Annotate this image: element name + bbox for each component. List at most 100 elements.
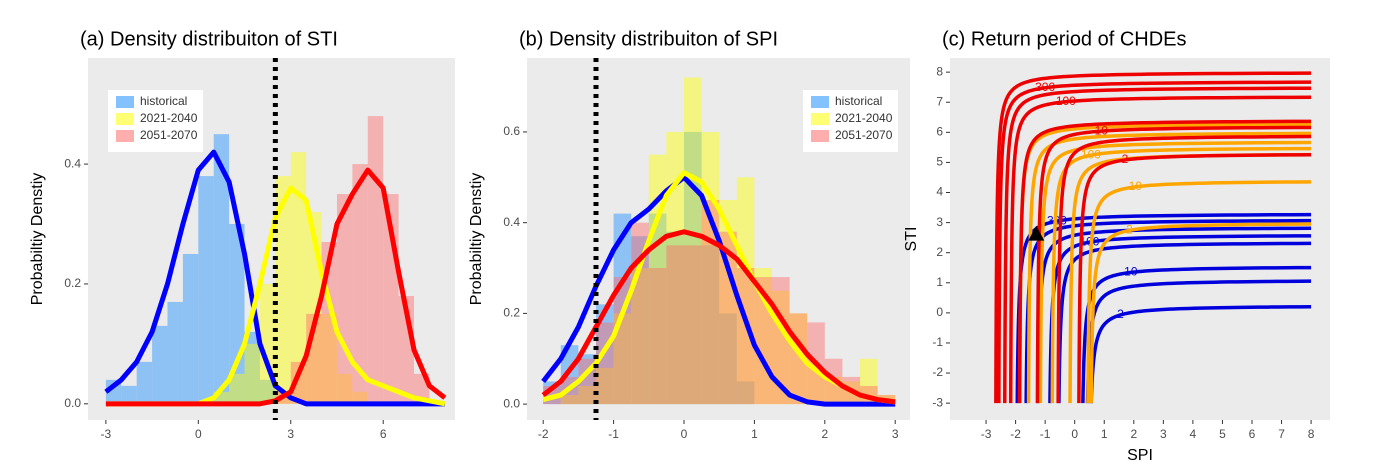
histogram-bar [352,391,368,404]
histogram-bar [860,358,878,405]
histogram-bar [684,245,702,405]
y-tick-label: 0.2 [64,276,81,290]
contour-line [1089,222,1312,404]
x-tick-label: 4 [1190,427,1197,441]
legend-swatch [811,96,829,108]
x-tick-label: 5 [1219,427,1226,441]
x-tick-label: 7 [1278,427,1285,441]
histogram-bar [352,164,368,404]
histogram-bar [736,177,755,405]
x-tick-label: 6 [1249,427,1256,441]
histogram-bar [198,176,214,404]
contour-label: 10 [1124,265,1138,279]
y-tick-label: 0.6 [503,124,520,138]
histogram-bar [666,231,685,405]
legend-label: 2051-2070 [140,128,198,142]
histogram-bar [244,331,260,404]
legend-swatch [116,96,134,108]
plot-area [541,58,896,420]
histogram-bar [648,213,667,405]
histogram-bar [136,361,153,404]
x-tick-label: 3 [892,427,899,441]
histogram-bar [121,385,137,404]
y-tick-label: 5 [936,155,943,169]
y-tick-label: 0.4 [64,156,81,170]
y-tick-label: 0.0 [64,396,81,410]
y-tick-label: -2 [932,365,943,379]
histogram-bar [213,391,230,404]
legend-label: 2021-2040 [835,111,893,125]
legend: historical 2021-2040 2051-2070 [803,90,898,152]
x-tick-label: 3 [287,427,294,441]
y-tick-label: 8 [936,64,943,78]
density-curve [541,174,896,407]
x-tick-label: -3 [101,427,112,441]
contour-label: 10 [1129,179,1143,193]
legend-swatch [811,113,829,125]
contour-label: 2 [1122,152,1129,166]
contour-line [994,71,1312,404]
legend-label: 2051-2070 [835,128,893,142]
x-tick-label: 6 [380,427,387,441]
histogram-bar [666,131,685,405]
x-tick-label: -2 [538,427,549,441]
histogram-bar [275,176,291,404]
x-tick-label: 3 [1160,427,1167,441]
histogram-bar [631,222,649,405]
contour-line [1056,134,1312,404]
histogram-bar [736,381,755,405]
x-tick-label: -1 [608,427,619,441]
x-tick-label: 2 [821,427,828,441]
histogram-bar [336,194,353,404]
y-tick-label: 0 [936,305,943,319]
histogram-bar [213,134,230,404]
x-tick-label: 8 [1308,427,1315,441]
y-tick-label: 7 [936,94,943,108]
contour-line [997,80,1312,404]
y-axis-title: Probabiltiy Denstiy [29,173,46,306]
x-tick-label: -3 [981,427,992,441]
y-tick-label: 0.4 [503,215,520,229]
contour-line [1008,95,1312,404]
x-tick-label: 1 [751,427,758,441]
y-tick-label: 1 [936,275,943,289]
y-tick-label: 3 [936,215,943,229]
contour-line [1085,279,1312,404]
contour-label: 2 [1117,307,1124,321]
contour-line [1089,304,1312,404]
point-marker [1028,225,1045,241]
contour-label: 100 [1081,147,1101,161]
histogram-bar [613,313,632,405]
y-tick-label: 0.0 [503,396,520,410]
panel-title: (a) Density distribuiton of STI [80,28,338,50]
histogram-bar [321,313,337,404]
histogram-bar [719,313,737,405]
y-tick-label: 4 [936,185,943,199]
legend-label: 2021-2040 [140,111,198,125]
panel-title: (b) Density distribuiton of SPI [519,28,778,50]
histogram-bar [701,199,720,405]
histogram-bar [578,385,596,405]
histogram-bar [259,379,276,404]
contour-line [1077,152,1312,404]
contour-line [1038,140,1312,404]
histogram-bar [290,152,307,404]
histogram-bar [367,116,384,404]
x-tick-label: 1 [1101,427,1108,441]
contour-label: 10 [1095,123,1109,137]
histogram-bar [684,131,702,405]
contour-label: 100 [1056,94,1076,108]
y-tick-label: 6 [936,124,943,138]
y-tick-label: 0.2 [503,306,520,320]
histogram-bar [229,373,245,404]
y-axis-title: STI [903,227,920,252]
histogram-bar [807,367,825,405]
legend-swatch [116,130,134,142]
contour-label: 100 [1079,234,1099,248]
legend-swatch [116,113,134,125]
histogram-bar [152,325,168,404]
contour-label: 300 [1035,80,1055,94]
histogram-bar [290,361,307,404]
